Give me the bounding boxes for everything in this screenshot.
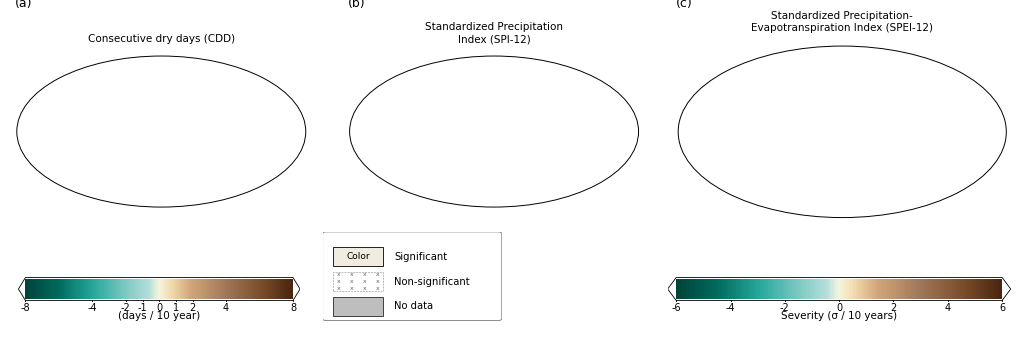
Bar [334, 297, 383, 316]
Text: 0: 0 [157, 303, 162, 313]
Text: -4: -4 [87, 303, 97, 313]
Text: Non-significant: Non-significant [394, 277, 470, 286]
Text: 8: 8 [290, 303, 296, 313]
Text: (b): (b) [348, 0, 366, 10]
Text: Significant: Significant [394, 252, 447, 262]
Text: No data: No data [394, 301, 433, 311]
FancyBboxPatch shape [323, 232, 502, 321]
Text: 6: 6 [999, 303, 1006, 313]
Text: (c): (c) [676, 0, 692, 10]
Title: Consecutive dry days (CDD): Consecutive dry days (CDD) [88, 34, 234, 44]
Text: -6: -6 [672, 303, 681, 313]
Text: x: x [364, 286, 367, 291]
Text: x: x [376, 279, 380, 284]
Text: 4: 4 [223, 303, 229, 313]
FancyBboxPatch shape [334, 247, 383, 266]
Text: 4: 4 [945, 303, 951, 313]
Title: Standardized Precipitation
Index (SPI-12): Standardized Precipitation Index (SPI-12… [425, 23, 563, 44]
Ellipse shape [678, 46, 1007, 218]
Text: x: x [337, 272, 341, 277]
Text: Severity (σ / 10 years): Severity (σ / 10 years) [781, 311, 897, 321]
Text: Color: Color [346, 252, 371, 261]
Text: x: x [337, 286, 341, 291]
Text: x: x [376, 272, 380, 277]
Text: -2: -2 [121, 303, 131, 313]
Text: -8: -8 [20, 303, 31, 313]
Text: 2: 2 [189, 303, 196, 313]
Text: (days / 10 year): (days / 10 year) [118, 311, 201, 321]
Text: (a): (a) [15, 0, 33, 10]
Text: x: x [364, 272, 367, 277]
Text: x: x [337, 279, 341, 284]
Title: Standardized Precipitation-
Evapotranspiration Index (SPEI-12): Standardized Precipitation- Evapotranspi… [752, 11, 933, 33]
Text: x: x [350, 272, 353, 277]
Text: 0: 0 [837, 303, 842, 313]
Text: -2: -2 [780, 303, 790, 313]
Text: x: x [364, 279, 367, 284]
Text: -1: -1 [137, 303, 147, 313]
Text: x: x [350, 286, 353, 291]
Bar [334, 272, 383, 291]
Text: -4: -4 [726, 303, 735, 313]
Ellipse shape [349, 56, 639, 207]
Text: 2: 2 [890, 303, 897, 313]
Text: 1: 1 [173, 303, 179, 313]
Ellipse shape [16, 56, 306, 207]
Text: x: x [350, 279, 353, 284]
Text: x: x [376, 286, 380, 291]
